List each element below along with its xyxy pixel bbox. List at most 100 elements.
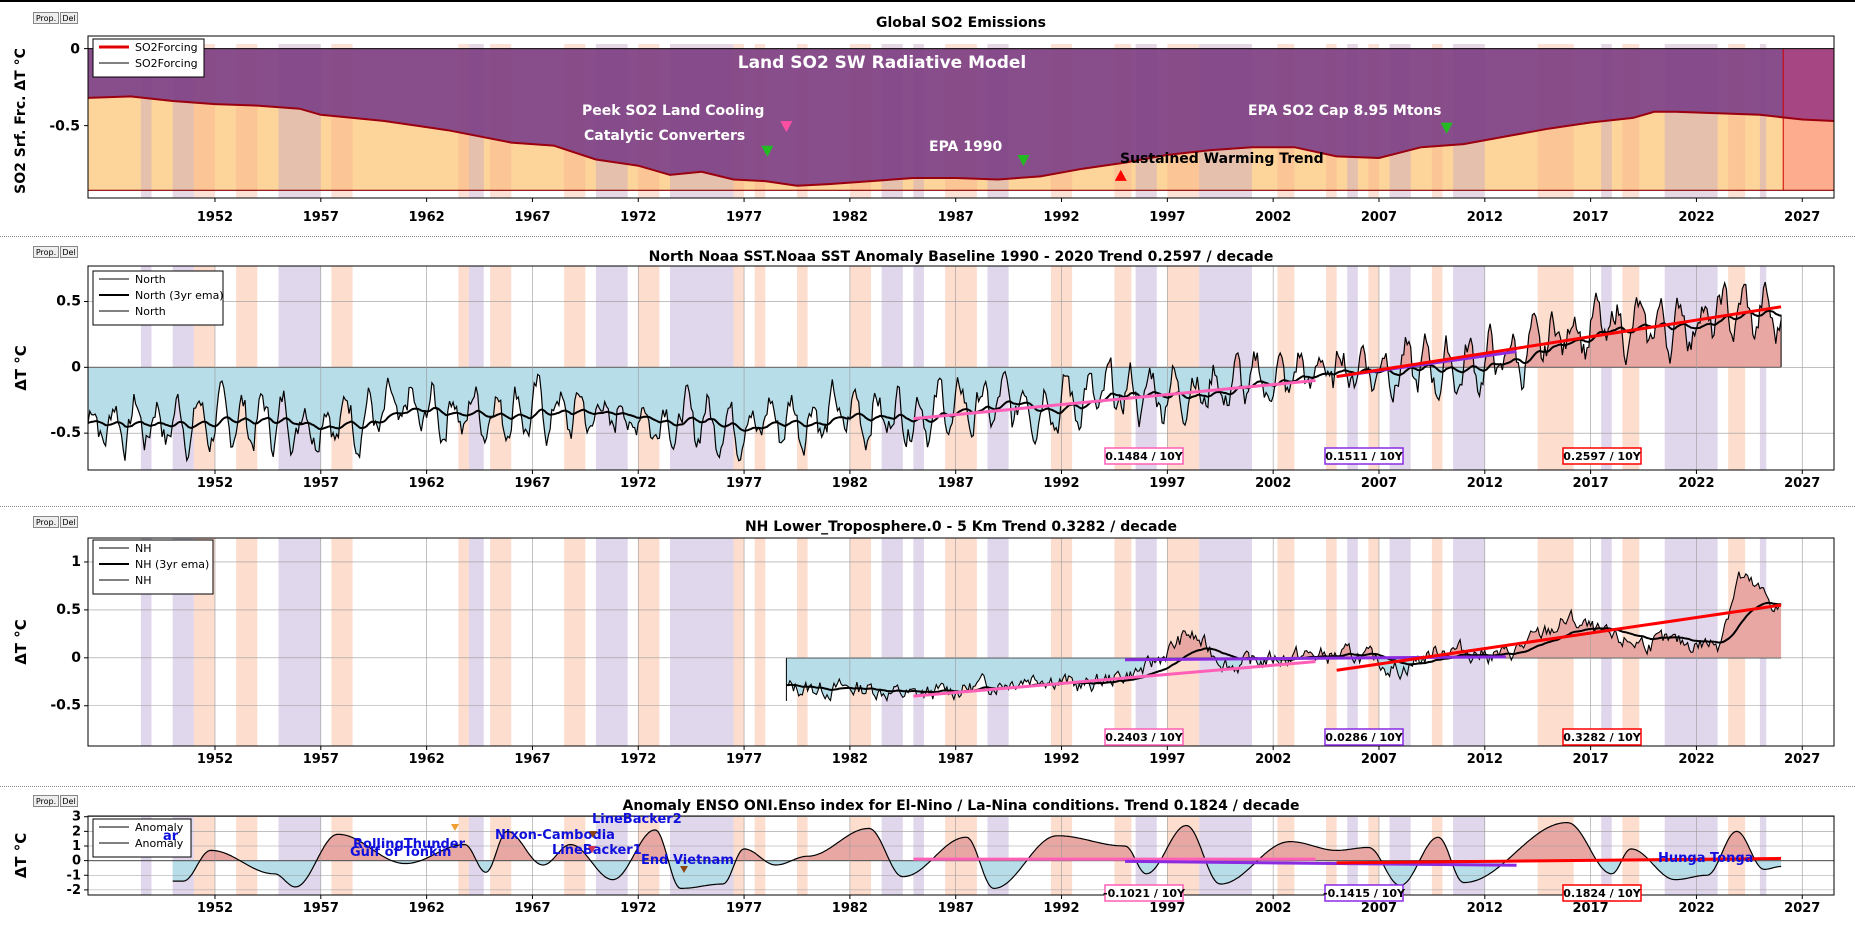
cool-band	[278, 538, 321, 746]
series-line	[87, 280, 1782, 463]
cool-band	[1664, 266, 1718, 470]
sst-chart: 0.5 0 -0.5 1952 1957 1962 1967 1972 1977 1982 1987…	[12, 249, 1835, 491]
x-tick-label: 2027	[1784, 901, 1820, 916]
x-tick-label: 1957	[303, 210, 339, 225]
legend-entry: SO2Forcing	[135, 41, 198, 54]
prop-button[interactable]: Prop.	[33, 516, 59, 528]
plot-frame	[87, 35, 1835, 199]
cool-band	[1453, 538, 1485, 746]
enso-panel: Prop. Del 3 2 1 0 -1 -2 1952 1957 1962 1967 1972 19…	[0, 788, 1855, 935]
x-tick-label: 1967	[514, 210, 550, 225]
annotation-epacap: EPA SO2 Cap 8.95 Mtons	[1248, 103, 1441, 119]
legend-box	[92, 270, 224, 326]
top-border	[0, 0, 1855, 2]
event-war: ar	[163, 829, 179, 844]
event-marker	[761, 145, 774, 157]
x-tick-label: 1997	[1149, 476, 1185, 491]
delete-button[interactable]: Del	[60, 516, 78, 528]
event-marker	[589, 831, 597, 838]
trend-label-box	[1562, 728, 1642, 746]
x-tick-label: 2012	[1467, 210, 1503, 225]
legend-entry: NH	[135, 574, 152, 587]
x-tick-label: 2027	[1784, 476, 1820, 491]
panel-separator	[0, 236, 1855, 237]
y-tick-label: -0.5	[50, 698, 81, 714]
x-tick-label: 1992	[1043, 210, 1079, 225]
chart-title: North Noaa SST.Noaa SST Anomaly Baseline…	[649, 249, 1274, 265]
cool-band	[881, 538, 903, 746]
warm-band	[490, 538, 512, 746]
x-tick-label: 1962	[409, 210, 445, 225]
trend-label: 0.0286 / 10Y	[1325, 731, 1403, 744]
x-tick-label: 2002	[1255, 901, 1291, 916]
warm-band	[1277, 538, 1295, 746]
cool-band	[468, 538, 484, 746]
cool-band	[913, 816, 924, 895]
warm-band	[638, 538, 660, 746]
delete-button[interactable]: Del	[60, 12, 78, 24]
legend-box	[92, 539, 214, 595]
y-tick-label: 2	[72, 824, 81, 839]
legend-entry: NH	[135, 542, 152, 555]
prop-button[interactable]: Prop.	[33, 246, 59, 258]
y-axis-label: ΔT °C	[12, 833, 30, 879]
negative-fill	[88, 367, 1782, 461]
event-nixon: Nixon-Cambodia	[495, 828, 615, 843]
x-tick-label: 1962	[409, 752, 445, 767]
warm-band	[754, 816, 766, 895]
trend-label-box	[1562, 447, 1642, 465]
trend-label: 0.2597 / 10Y	[1563, 450, 1641, 463]
legend-entry: Anomaly	[135, 837, 184, 850]
legend-box	[92, 818, 192, 858]
cool-band	[913, 538, 924, 746]
warm-band	[849, 538, 872, 746]
cool-band	[1601, 266, 1612, 470]
x-tick-label: 2022	[1678, 476, 1714, 491]
cool-band	[1759, 44, 1767, 198]
warm-band	[733, 538, 745, 746]
legend-entry: North	[135, 273, 166, 286]
trend-label: 0.2403 / 10Y	[1105, 731, 1183, 744]
legend-entry: North (3yr ema)	[135, 289, 224, 302]
x-tick-label: 1987	[938, 901, 974, 916]
y-tick-label: 3	[72, 810, 81, 825]
warm-band	[1622, 266, 1640, 470]
x-tick-label: 1962	[409, 901, 445, 916]
x-tick-label: 1987	[938, 476, 974, 491]
x-tick-label: 2007	[1361, 901, 1397, 916]
delete-button[interactable]: Del	[60, 795, 78, 807]
x-tick-label: 1967	[514, 901, 550, 916]
x-tick-label: 1982	[832, 476, 868, 491]
prop-button[interactable]: Prop.	[33, 12, 59, 24]
legend-box	[92, 38, 205, 78]
x-tick-label: 2022	[1678, 752, 1714, 767]
y-tick-label: 0	[70, 42, 80, 58]
cool-band	[1759, 816, 1767, 895]
delete-button[interactable]: Del	[60, 246, 78, 258]
x-tick-label: 1992	[1043, 476, 1079, 491]
x-tick-label: 1992	[1043, 901, 1079, 916]
trend-label-box	[1104, 447, 1184, 465]
x-tick-label: 1982	[832, 752, 868, 767]
x-tick-label: 1997	[1149, 901, 1185, 916]
warm-band	[458, 538, 469, 746]
event-marker	[680, 866, 688, 873]
x-tick-label: 2027	[1784, 210, 1820, 225]
warm-band	[1537, 266, 1574, 470]
prop-button[interactable]: Prop.	[33, 795, 59, 807]
x-tick-label: 1952	[197, 901, 233, 916]
x-tick-label: 1967	[514, 752, 550, 767]
trend-label-box	[1104, 728, 1184, 746]
cool-band	[1664, 816, 1718, 895]
chart-title: NH Lower_Troposphere.0 - 5 Km Trend 0.32…	[745, 519, 1177, 535]
x-tick-label: 1952	[197, 210, 233, 225]
plot-frame	[87, 815, 1835, 896]
so2-chart: 0 -0.5 1952 1957 1962 1967 1972 1977 1982 1987 199…	[13, 15, 1835, 225]
x-tick-label: 2012	[1467, 476, 1503, 491]
x-tick-label: 1987	[938, 210, 974, 225]
event-hunga-tonga: Hunga Tonga	[1658, 851, 1753, 866]
y-tick-label: 0	[72, 854, 81, 869]
trend-label: -0.1415 / 10Y	[1323, 887, 1406, 900]
plot-frame	[87, 265, 1835, 471]
